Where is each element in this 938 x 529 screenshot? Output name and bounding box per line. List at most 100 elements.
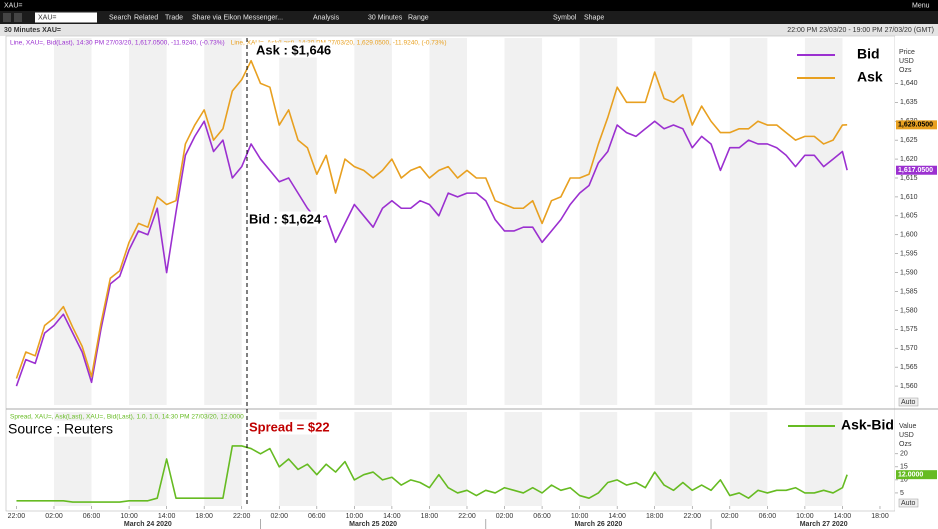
toolbar-item[interactable]: Related [134,14,158,21]
icon[interactable] [3,13,11,22]
date-label: March 24 2020 [124,521,172,528]
x-tick-label: 02:00 [721,513,739,520]
date-label: March 25 2020 [349,521,397,528]
x-tick-label: 14:00 [608,513,626,520]
series-info: Line, XAU=, Ask(Last), 14:30 PM 27/03/20… [231,40,447,47]
axis-strip [895,36,938,529]
y-tick-label: 20 [900,451,908,458]
y-tick-label: 1,580 [900,307,918,314]
last-value-badge [896,120,937,130]
search-value[interactable]: XAU= [38,14,56,21]
annotation: Bid : $1,624 [249,211,322,226]
x-tick-label: 10:00 [796,513,814,520]
x-tick-label: 02:00 [270,513,288,520]
toolbar-item[interactable]: Share via Eikon Messenger... [192,14,283,21]
auto-button[interactable] [898,397,919,407]
time-band [504,412,543,506]
y-tick-label: 1,605 [900,213,918,220]
time-band [204,412,242,506]
axis-label: USD [899,58,914,65]
x-tick-label: 06:00 [308,513,326,520]
y-tick-label: 10 [900,477,908,484]
toolbar-item[interactable]: 30 Minutes [368,14,403,21]
last-value-label: 1,617.0500 [898,167,933,174]
icon[interactable] [14,13,22,22]
x-tick-label: 22:00 [233,513,251,520]
auto-button[interactable] [898,498,919,508]
time-band [429,412,467,506]
series-line [16,445,848,503]
x-tick-label: 18:00 [871,513,889,520]
y-tick-label: 1,615 [900,175,918,182]
last-value-badge [896,470,937,480]
time-band [579,38,618,405]
toolbar-item[interactable]: Symbol [553,14,577,21]
x-tick-label: 22:00 [8,513,26,520]
series-line [15,120,848,387]
y-tick-label: 1,595 [900,251,918,258]
x-tick-label: 10:00 [571,513,589,520]
axis-label: Ozs [899,67,912,74]
time-bands [53,38,843,506]
annotation-bg [7,420,115,437]
series-info: Spread, XAU=, Ask(Last), XAU=, Bid(Last)… [10,414,244,421]
time-band [129,38,167,405]
window-title: XAU= [4,2,22,9]
y-tick-label: 5 [900,490,904,497]
y-tick-label: 15 [900,464,908,471]
annotation-bg [255,42,333,58]
series-line [15,59,848,379]
y-tick-label: 1,575 [900,326,918,333]
annotation: Ask : $1,646 [256,42,331,57]
date-label: March 27 2020 [800,521,848,528]
search-input[interactable] [35,12,97,23]
toolbar-items: Search Related Trade Share via Eikon Messen… [109,14,604,21]
time-band [429,38,467,405]
toolbar-item[interactable]: Range [408,14,429,21]
time-band [354,412,392,506]
menu-button[interactable]: Menu [912,2,930,9]
toolbar [0,11,938,24]
axis-label: USD [899,432,914,439]
auto-button-label: Auto [901,500,916,507]
chart-layers: 1,560 1,565 1,570 1,575 1,580 1,585 1,590 1,595… [7,38,937,529]
x-tick-label: 18:00 [195,513,213,520]
annotation-bg [248,211,324,227]
time-band [654,38,693,405]
y-tick-label: 1,640 [900,80,918,87]
toolbar-item[interactable]: Search [109,14,131,21]
legend-label: Ask-Bid [841,417,894,433]
x-tick-label: 10:00 [346,513,364,520]
x-tick-label: 18:00 [421,513,439,520]
y-tick-label: 1,560 [900,383,918,390]
panel-header [0,24,938,36]
time-band [654,412,693,506]
toolbar-item[interactable]: Shape [584,14,604,21]
y-tick-label: 1,600 [900,232,918,239]
x-tick-label: 22:00 [683,513,701,520]
last-value-label: 12.0000 [898,472,923,479]
x-tick-label: 06:00 [533,513,551,520]
annotation: Spread = $22 [249,419,330,434]
toolbar-item[interactable]: Analysis [313,14,340,21]
y-tick-label: 1,565 [900,364,918,371]
date-label: March 26 2020 [574,521,622,528]
auto-button-label: Auto [901,399,916,406]
y-tick-label: 1,625 [900,137,918,144]
legend-label: Ask [857,69,883,85]
y-tick-label: 1,570 [900,345,918,352]
y-tick-label: 1,585 [900,288,918,295]
x-tick-label: 10:00 [120,513,138,520]
x-tick-label: 02:00 [45,513,63,520]
series-info: Line, XAU=, Bid(Last), 14:30 PM 27/03/20… [10,40,225,47]
x-tick-label: 14:00 [383,513,401,520]
x-tick-label: 18:00 [646,513,664,520]
y-tick-label: 1,635 [900,99,918,106]
title-bar [0,0,938,11]
toolbar-item[interactable]: Trade [165,14,183,21]
legend-label: Bid [857,46,880,62]
time-band [729,38,768,405]
x-tick-label: 22:00 [458,513,476,520]
last-value-badge [896,165,937,175]
